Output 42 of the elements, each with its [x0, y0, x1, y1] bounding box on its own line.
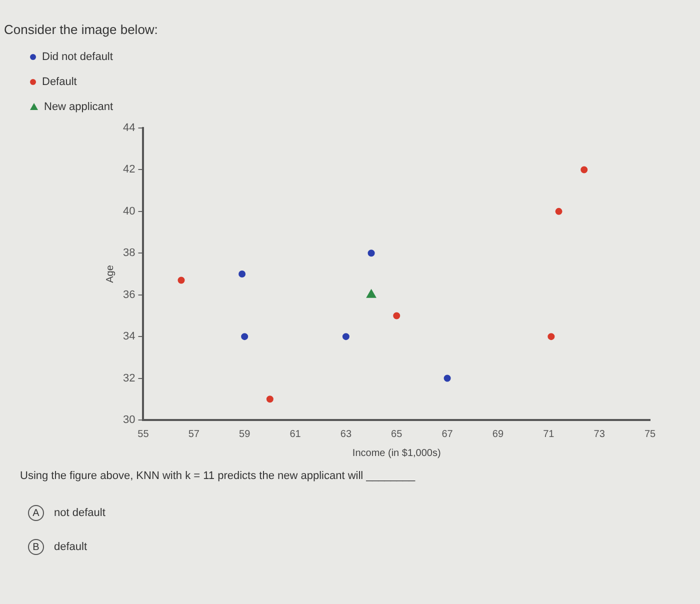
legend-label: Did not default	[42, 50, 113, 62]
point	[368, 250, 375, 257]
text: B	[28, 539, 44, 555]
y-tick-label: 36	[122, 288, 136, 301]
point	[548, 333, 555, 340]
y-axis-title: Age	[104, 264, 116, 283]
point	[444, 374, 451, 382]
x-tick-label: 55	[138, 428, 150, 440]
text: not default	[54, 507, 106, 519]
y-tick-label: 30	[122, 414, 136, 426]
x-tick-label: 75	[644, 428, 656, 440]
point	[238, 270, 246, 278]
point	[342, 333, 350, 340]
chart-title: Consider the image below:	[4, 22, 158, 37]
x-tick-label: 73	[594, 428, 606, 440]
x-tick-label: 67	[442, 428, 454, 440]
point	[555, 208, 562, 215]
x-tick-label: 69	[492, 428, 504, 440]
x-tick-label: 59	[239, 428, 251, 440]
y-tick-label: 42	[122, 164, 136, 176]
y-tick-label: 44	[122, 122, 136, 134]
point	[178, 276, 185, 284]
x-tick-label: 71	[543, 428, 555, 440]
x-axis-title: Income (in $1,000s)	[352, 448, 441, 459]
text: Using the figure above, KNN with k = 11 predicts the new applicant will ________	[20, 470, 416, 482]
point	[393, 312, 400, 320]
point	[580, 166, 588, 174]
x-tick-label: 63	[340, 428, 352, 440]
point	[366, 289, 376, 298]
y-tick-label: 40	[122, 205, 136, 218]
legend-label: Default	[42, 76, 77, 88]
x-tick-label: 61	[290, 428, 302, 440]
point	[266, 396, 274, 403]
y-tick-label: 34	[122, 330, 136, 343]
x-tick-label: 57	[188, 428, 200, 440]
y-tick-label: 38	[122, 247, 136, 260]
text: default	[54, 541, 88, 553]
point	[241, 333, 248, 340]
x-tick-label: 65	[391, 428, 403, 440]
text: A	[28, 505, 44, 521]
legend-label: New applicant	[44, 100, 114, 112]
y-tick-label: 32	[122, 372, 136, 384]
